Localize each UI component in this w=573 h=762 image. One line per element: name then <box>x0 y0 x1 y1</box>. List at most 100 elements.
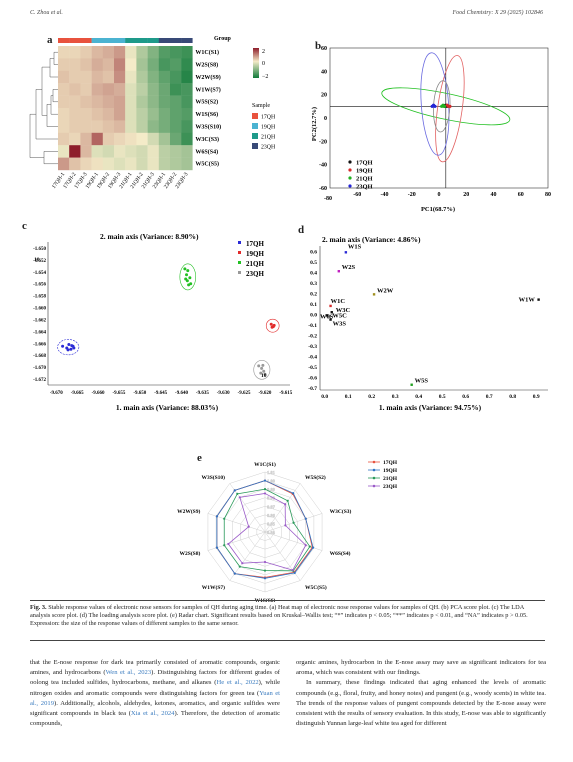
loading-point-label: W1W <box>519 297 536 304</box>
heatmap-cell <box>181 70 193 84</box>
radar-point <box>284 503 287 506</box>
lda-y-tick: -1.660 <box>33 307 46 312</box>
lda-legend-label: 17QH <box>246 240 264 248</box>
radar-axis-label: W2S(S8) <box>180 550 201 557</box>
citation-link[interactable]: Yuan et al., 2019 <box>30 689 280 707</box>
radar-spoke <box>229 483 266 533</box>
heatmap-cell <box>80 108 92 121</box>
lda-point <box>257 364 261 368</box>
radar-point <box>263 488 267 491</box>
heatmap-cell <box>125 145 137 158</box>
citation-link[interactable]: Xia et al., 2024 <box>130 710 175 718</box>
pca-point <box>448 104 452 108</box>
radar-point <box>286 499 289 502</box>
loading-point <box>337 270 341 273</box>
lda-point <box>269 322 273 326</box>
radar-point <box>293 571 296 575</box>
heatmap-cell <box>125 95 137 109</box>
heatmap-cell <box>147 157 159 171</box>
lda-legend-marker <box>238 251 241 254</box>
radar-point <box>238 565 241 568</box>
loading-point <box>328 315 331 318</box>
citation-link[interactable]: Wen et al., 2023 <box>105 669 152 677</box>
heatmap-cell <box>147 132 159 146</box>
heatmap-cell <box>158 145 171 158</box>
heatmap-cell <box>114 157 126 171</box>
lda-point <box>270 325 274 329</box>
heatmap-cell <box>102 108 115 121</box>
lda-confidence-ellipse <box>179 263 196 291</box>
pca-legend-label: 23QH <box>356 184 373 191</box>
group-bar-segment <box>114 38 126 43</box>
radar-r-tick: 1.01 <box>267 470 276 475</box>
row-label: W5C(S5) <box>195 161 219 168</box>
lda-point <box>188 276 192 280</box>
loadings-x-tick: 0.0 <box>321 394 328 400</box>
heatmap-cell <box>114 58 126 71</box>
group-bar-segment <box>58 38 70 43</box>
pca-y-tick: 0 <box>324 116 327 122</box>
heatmap-cell <box>181 120 193 133</box>
pca-y-tick: 20 <box>321 93 327 99</box>
group-bar-segment <box>69 38 81 43</box>
citation-link[interactable]: He et al., 2022 <box>216 679 259 687</box>
loadings-y-tick: -0.2 <box>308 333 317 339</box>
heatmap-cell <box>181 157 193 171</box>
lda-point <box>263 372 267 376</box>
heatmap-cell <box>102 58 115 71</box>
row-label: W6S(S4) <box>195 148 218 155</box>
radar-point <box>304 544 307 547</box>
heatmap-cell <box>58 145 70 158</box>
lda-confidence-ellipse <box>57 339 80 356</box>
radar-r-tick: 0.95 <box>267 521 276 526</box>
heatmap-cell <box>125 70 137 84</box>
row-label: W2S(S8) <box>195 61 218 68</box>
pca-legend-label: 21QH <box>356 176 373 183</box>
sample-legend: 17QH 19QH 21QH 23QH <box>252 113 276 151</box>
lda-point <box>184 277 188 281</box>
lda-point <box>183 267 187 271</box>
loadings-y-tick: -0.6 <box>308 375 317 381</box>
lda-legend-label: 21QH <box>246 260 264 268</box>
loading-point <box>329 304 332 308</box>
radar-legend-label: 17QH <box>383 460 398 466</box>
radar-legend-label: 23QH <box>383 484 398 490</box>
loadings-x-tick: 0.1 <box>345 394 352 400</box>
radar-axis-label: W5S(S2) <box>305 474 326 481</box>
loadings-x-tick: 0.6 <box>462 394 469 400</box>
loadings-x-tick: 0.9 <box>533 394 540 400</box>
heatmap-cell <box>181 95 193 109</box>
heatmap-cell <box>102 157 115 171</box>
loadings-title: 2. main axis (Variance: 4.86%) <box>322 235 421 244</box>
lda-x-exp: 10 <box>261 373 267 379</box>
loadings-x-tick: 0.2 <box>368 394 375 400</box>
lda-x-tick: -9.630 <box>217 391 230 396</box>
heatmap-cell <box>136 46 148 59</box>
loadings-x-tick: 0.4 <box>415 394 422 400</box>
row-label: W1W(S7) <box>195 86 220 93</box>
radar-point <box>292 492 295 495</box>
heatmap-cell <box>136 58 148 71</box>
heatmap-cell <box>181 132 193 146</box>
heatmap-cell <box>69 120 81 133</box>
loading-point <box>330 311 333 314</box>
group-bar-segment <box>91 38 103 43</box>
pca-y-tick: 60 <box>321 46 327 52</box>
heatmap-cell <box>158 70 171 84</box>
heatmap-cell <box>102 120 115 133</box>
lda-y-tick: -1.672 <box>33 378 46 383</box>
row-label: W2W(S9) <box>195 74 220 81</box>
lda-point <box>187 283 191 287</box>
caption-rule-bottom <box>30 640 545 641</box>
lda-point <box>72 346 76 350</box>
loading-point-label: W1C <box>331 298 346 305</box>
panel-label-d: d <box>298 224 305 236</box>
heatmap-cell <box>80 70 92 84</box>
heatmap-cell <box>80 120 92 133</box>
sample-legend-label: 17QH <box>261 115 276 121</box>
loading-point-label: W5C <box>332 312 347 319</box>
loadings-y-tick: 0.5 <box>310 260 317 266</box>
radar-r-tick: 0.94 <box>267 530 276 535</box>
sample-legend-swatch <box>252 133 258 139</box>
running-header-journal: Food Chemistry: X 29 (2025) 102846 <box>452 10 544 16</box>
